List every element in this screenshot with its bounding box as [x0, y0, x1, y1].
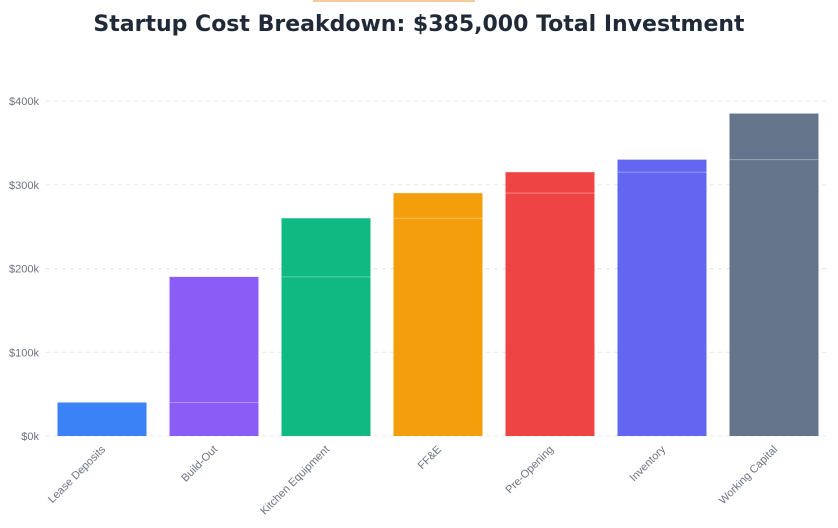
- bar: [281, 218, 371, 436]
- x-tick-label: Lease Deposits: [46, 443, 108, 505]
- x-tick-label: Kitchen Equipment: [258, 444, 332, 518]
- bar: [393, 193, 483, 436]
- x-tick-label: Inventory: [628, 443, 669, 484]
- x-tick-label: Working Capital: [717, 444, 780, 507]
- bar: [729, 113, 819, 436]
- x-tick-label: FF&E: [416, 444, 444, 472]
- bar: [57, 402, 147, 436]
- y-axis-ticks: $0k $100k $200k $300k $400k: [9, 96, 39, 443]
- chart-title: Startup Cost Breakdown: $385,000 Total I…: [93, 12, 745, 37]
- y-tick-label: $400k: [9, 96, 39, 108]
- bar: [617, 159, 707, 436]
- y-tick-label: $200k: [9, 264, 39, 276]
- bar: [169, 276, 259, 436]
- y-tick-label: $300k: [9, 180, 39, 192]
- y-tick-label: $100k: [9, 347, 39, 359]
- x-axis-ticks: Lease Deposits Build-Out Kitchen Equipment…: [46, 443, 780, 517]
- y-tick-label: $0k: [21, 431, 39, 443]
- x-tick-label: Pre-Opening: [504, 444, 557, 497]
- bars: [57, 113, 819, 436]
- title-accent-line: [313, 0, 475, 2]
- bar: [505, 172, 595, 436]
- x-tick-label: Build-Out: [179, 444, 220, 485]
